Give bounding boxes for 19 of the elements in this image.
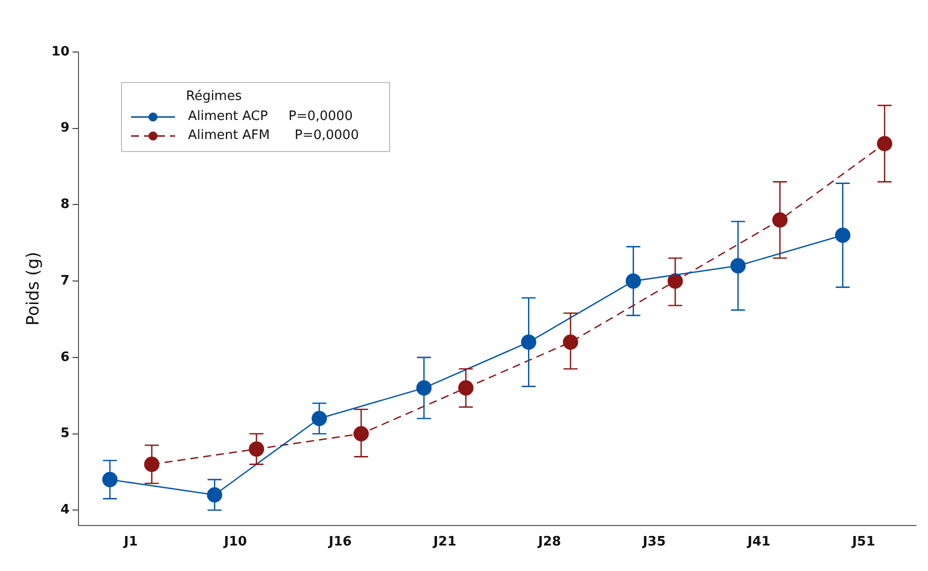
x-tick-label: J1 [122, 534, 138, 550]
legend-title: Régimes [186, 89, 243, 104]
y-tick-label: 10 [51, 44, 70, 60]
y-tick-label: 4 [60, 502, 70, 518]
x-tick-label: J21 [432, 534, 456, 550]
y-tick-label: 7 [60, 273, 70, 288]
y-tick-label: 9 [60, 120, 70, 136]
x-tick-label: J10 [223, 534, 247, 550]
x-tick-label: J35 [642, 534, 666, 550]
legend-label: Aliment AFM P=0,0000 [188, 128, 359, 143]
x-tick-label: J51 [851, 534, 876, 550]
y-tick-label: 6 [60, 350, 70, 365]
y-tick-label: 5 [60, 426, 70, 442]
legend-label: Aliment ACP P=0,0000 [188, 109, 353, 124]
x-tick-label: J41 [746, 534, 770, 550]
y-tick-label: 8 [60, 197, 70, 212]
y-axis-title: Poids (g) [24, 252, 44, 326]
x-tick-label: J16 [328, 534, 352, 550]
x-tick-label: J28 [537, 534, 562, 550]
